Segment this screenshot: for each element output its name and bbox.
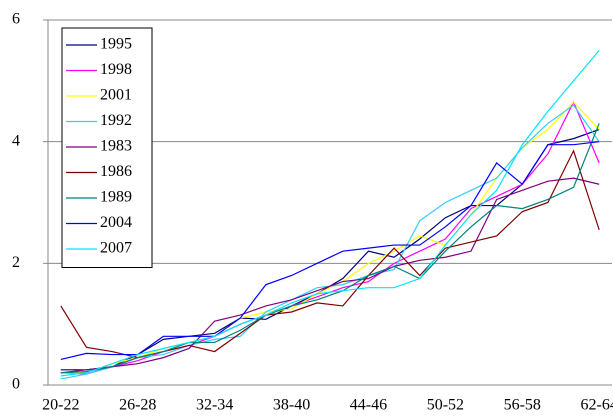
y-tick-label: 6 xyxy=(12,11,20,28)
legend-label: 1992 xyxy=(100,112,132,129)
x-tick-label: 62-64 xyxy=(581,397,613,414)
series-line xyxy=(60,141,600,361)
legend-label: 1983 xyxy=(100,138,132,155)
legend-label: 1989 xyxy=(100,189,132,206)
x-tick-label: 50-52 xyxy=(427,397,464,414)
y-tick-label: 0 xyxy=(12,376,20,393)
series-line xyxy=(60,177,600,374)
legend-label: 2007 xyxy=(100,240,132,257)
y-tick-label: 2 xyxy=(12,254,20,271)
x-tick-label: 20-22 xyxy=(42,397,79,414)
series-line xyxy=(60,123,600,374)
legend-box xyxy=(61,27,153,268)
y-tick-label: 4 xyxy=(12,132,20,149)
legend-label: 2004 xyxy=(100,214,132,231)
x-tick-label: 56-58 xyxy=(504,397,541,414)
x-tick-label: 44-46 xyxy=(350,397,387,414)
legend-label: 1986 xyxy=(100,163,132,180)
x-tick-label: 38-40 xyxy=(273,397,310,414)
legend-label: 1995 xyxy=(100,36,132,53)
x-tick-label: 32-34 xyxy=(196,397,233,414)
legend-label: 1998 xyxy=(100,61,132,78)
legend-label: 2001 xyxy=(100,87,132,104)
series-line xyxy=(60,50,600,377)
x-tick-label: 26-28 xyxy=(119,397,156,414)
